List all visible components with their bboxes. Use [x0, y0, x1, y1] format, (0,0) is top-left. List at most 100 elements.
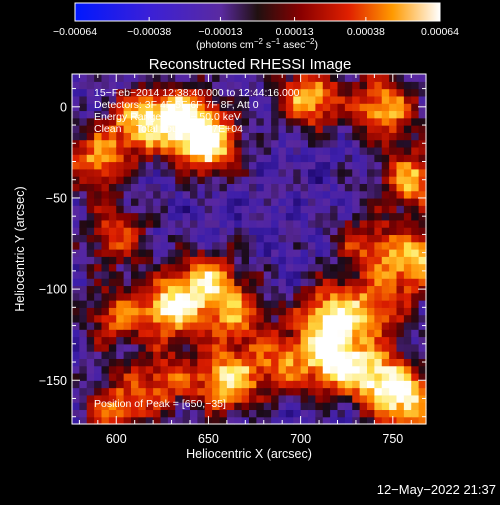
heatmap-cell: [389, 212, 398, 221]
heatmap-cell: [86, 81, 95, 90]
heatmap-cell: [153, 74, 162, 82]
heatmap-cell: [381, 234, 390, 243]
heatmap-cell: [101, 380, 110, 389]
heatmap-cell: [153, 256, 162, 265]
heatmap-cell: [308, 307, 316, 316]
heatmap-cell: [131, 219, 139, 228]
heatmap-cell: [175, 343, 184, 352]
heatmap-cell: [337, 314, 346, 323]
heatmap-cell: [86, 278, 95, 287]
heatmap-cell: [389, 249, 398, 257]
heatmap-cell: [197, 132, 206, 141]
heatmap-cell: [226, 321, 235, 330]
heatmap-cell: [153, 197, 162, 206]
heatmap-cell: [219, 161, 228, 170]
heatmap-cell: [123, 227, 132, 236]
x-axis: 600 650 700 750: [78, 74, 412, 446]
heatmap-cell: [256, 263, 265, 272]
heatmap-cell: [411, 74, 420, 82]
heatmap-cell: [153, 154, 162, 163]
heatmap-cell: [308, 103, 316, 112]
heatmap-cell: [396, 256, 405, 265]
heatmap-cell: [145, 241, 154, 250]
heatmap-cell: [108, 146, 117, 155]
heatmap-cell: [204, 139, 213, 148]
heatmap-cell: [293, 161, 302, 170]
heatmap-cell: [374, 197, 383, 206]
heatmap-cell: [219, 249, 228, 257]
heatmap-cell: [190, 343, 198, 352]
heatmap-cell: [153, 146, 162, 155]
heatmap-cell: [352, 300, 361, 308]
heatmap-cell: [418, 300, 427, 308]
heatmap-cell: [249, 409, 257, 418]
heatmap-cell: [241, 263, 250, 272]
heatmap-cell: [293, 292, 302, 301]
heatmap-cell: [352, 117, 361, 126]
heatmap-cell: [86, 270, 95, 279]
heatmap-cell: [389, 270, 398, 279]
heatmap-cell: [219, 292, 228, 301]
heatmap-cell: [381, 307, 390, 316]
heatmap-cell: [278, 321, 287, 330]
heatmap-cell: [153, 212, 162, 221]
heatmap-cell: [234, 74, 243, 82]
heatmap-cell: [322, 394, 331, 403]
heatmap-cell: [86, 321, 95, 330]
heatmap-cell: [153, 219, 162, 228]
heatmap-cell: [212, 249, 221, 257]
heatmap-cell: [396, 394, 405, 403]
heatmap-cell: [212, 81, 221, 90]
heatmap-cell: [182, 358, 191, 367]
heatmap-cell: [197, 300, 206, 308]
heatmap-cell: [123, 168, 132, 177]
heatmap-cell: [411, 103, 420, 112]
heatmap-cell: [153, 321, 162, 330]
heatmap-cell: [86, 212, 95, 221]
heatmap-cell: [403, 74, 412, 82]
heatmap-cell: [116, 300, 125, 308]
heatmap-cell: [116, 343, 125, 352]
heatmap-cell: [219, 263, 228, 272]
heatmap-cell: [352, 270, 361, 279]
heatmap-cell: [234, 387, 243, 396]
heatmap-cell: [138, 314, 147, 323]
heatmap-cell: [86, 416, 95, 425]
heatmap-cell: [160, 263, 169, 272]
heatmap-cell: [389, 146, 398, 155]
heatmap-cell: [160, 351, 169, 359]
heatmap-cell: [389, 307, 398, 316]
heatmap-cell: [418, 154, 427, 163]
heatmap-cell: [249, 219, 257, 228]
heatmap-cell: [278, 95, 287, 104]
heatmap-cell: [101, 95, 110, 104]
heatmap-cell: [389, 336, 398, 345]
heatmap-cell: [330, 314, 339, 323]
heatmap-cell: [344, 314, 353, 323]
heatmap-cell: [403, 402, 412, 411]
heatmap-cell: [359, 241, 368, 250]
heatmap-cell: [234, 168, 243, 177]
heatmap-cell: [197, 212, 206, 221]
heatmap-cell: [256, 219, 265, 228]
heatmap-cell: [256, 285, 265, 294]
heatmap-cell: [285, 168, 294, 177]
heatmap-cell: [234, 139, 243, 148]
heatmap-cell: [167, 270, 176, 279]
heatmap-cell: [175, 212, 184, 221]
heatmap-cell: [411, 110, 420, 119]
heatmap-cell: [308, 176, 316, 184]
heatmap-cell: [256, 409, 265, 418]
heatmap-cell: [396, 183, 405, 192]
heatmap-cell: [330, 161, 339, 170]
heatmap-cell: [300, 139, 309, 148]
heatmap-cell: [278, 183, 287, 192]
heatmap-cell: [330, 139, 339, 148]
heatmap-cell: [204, 358, 213, 367]
heatmap-cell: [234, 278, 243, 287]
heatmap-cell: [367, 292, 375, 301]
heatmap-cell: [79, 343, 88, 352]
heatmap-cell: [197, 234, 206, 243]
heatmap-cell: [285, 183, 294, 192]
heatmap-cell: [359, 307, 368, 316]
